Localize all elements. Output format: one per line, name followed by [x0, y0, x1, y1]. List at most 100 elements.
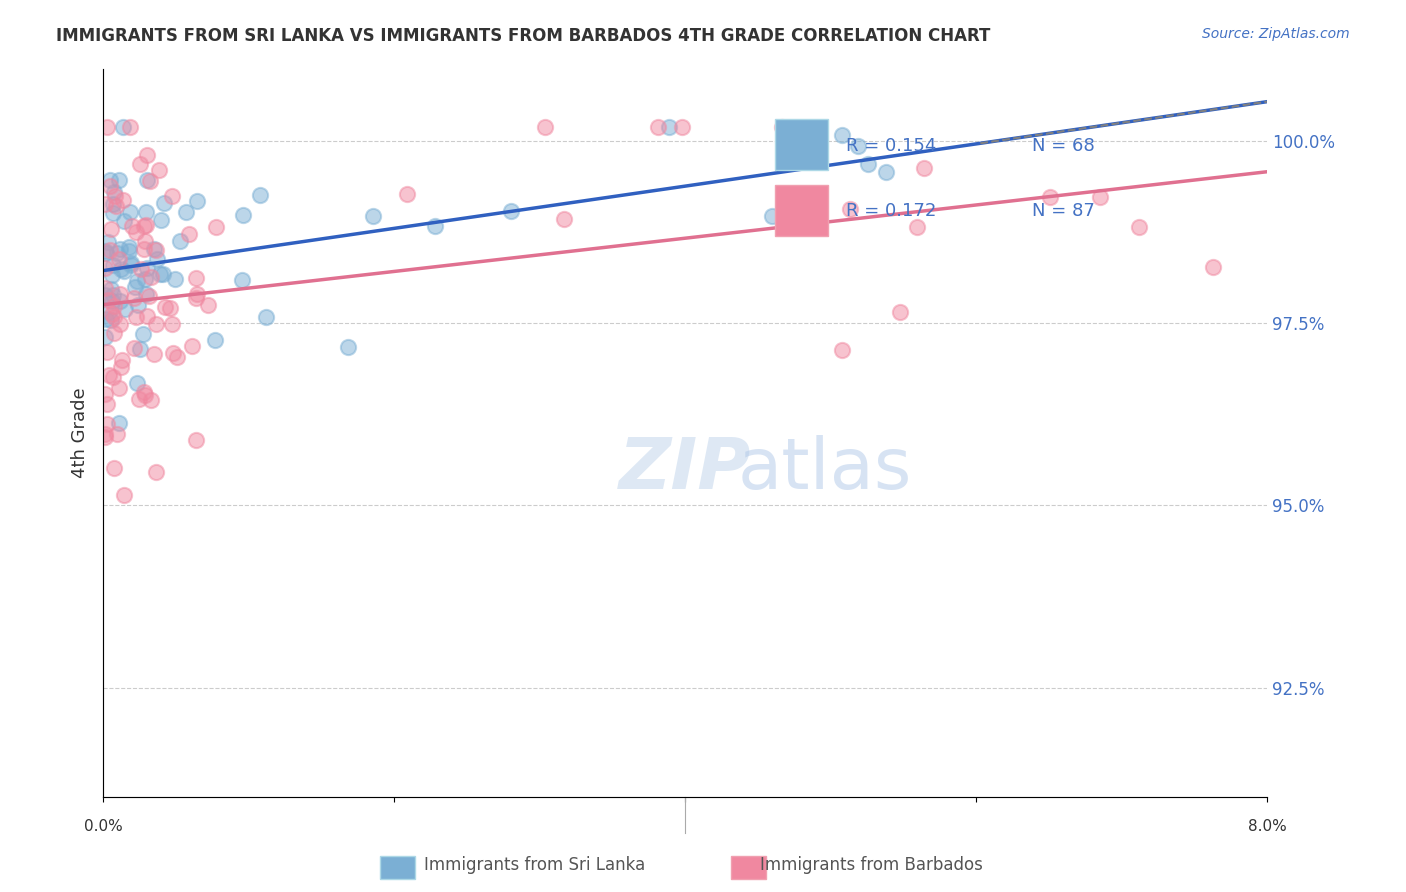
Point: [1202, 260, 1225, 275]
Point: [128, 157, 150, 171]
Point: [134, 234, 156, 248]
Point: [98, 368, 121, 383]
Point: [770, 120, 793, 134]
Text: Immigrants from Sri Lanka: Immigrants from Sri Lanka: [423, 856, 645, 874]
Point: [186, 287, 208, 301]
Point: [671, 120, 693, 134]
Point: [101, 205, 124, 219]
Point: [135, 218, 157, 232]
Point: [101, 294, 124, 309]
Point: [184, 270, 207, 285]
Point: [96, 417, 118, 431]
Point: [875, 165, 897, 179]
Point: [120, 258, 142, 272]
Point: [153, 300, 176, 314]
Point: [112, 193, 135, 207]
Point: [103, 185, 125, 199]
Point: [108, 416, 131, 430]
Point: [93, 329, 115, 343]
Point: [103, 299, 125, 313]
Point: [105, 199, 128, 213]
Point: [125, 376, 148, 390]
Point: [112, 264, 135, 278]
Point: [159, 301, 181, 315]
Point: [131, 327, 153, 342]
Point: [160, 317, 183, 331]
Point: [111, 120, 134, 134]
Point: [149, 268, 172, 282]
Text: Immigrants from Barbados: Immigrants from Barbados: [761, 856, 983, 874]
Point: [118, 240, 141, 254]
Point: [139, 392, 162, 407]
Point: [136, 260, 159, 275]
Point: [761, 209, 783, 223]
Point: [186, 291, 208, 305]
Point: [856, 157, 879, 171]
Point: [118, 244, 141, 258]
Point: [204, 334, 226, 348]
Point: [1128, 219, 1150, 234]
Point: [100, 282, 122, 296]
Point: [831, 343, 853, 357]
Point: [111, 353, 134, 368]
Point: [148, 162, 170, 177]
Point: [121, 256, 143, 270]
Point: [129, 343, 152, 357]
Point: [110, 360, 132, 375]
Point: [100, 307, 122, 321]
Point: [142, 243, 165, 257]
Point: [152, 268, 174, 282]
Point: [135, 204, 157, 219]
Point: [184, 434, 207, 448]
Point: [136, 148, 159, 162]
Point: [112, 487, 135, 501]
Point: [162, 189, 184, 203]
Text: Source: ZipAtlas.com: Source: ZipAtlas.com: [1202, 27, 1350, 41]
Point: [153, 195, 176, 210]
Point: [124, 279, 146, 293]
Point: [96, 397, 118, 411]
Point: [103, 259, 125, 273]
Point: [121, 219, 143, 234]
Point: [122, 291, 145, 305]
Point: [94, 261, 117, 276]
Point: [105, 427, 128, 442]
Point: [114, 301, 136, 316]
Point: [103, 310, 125, 325]
Point: [145, 244, 167, 258]
Point: [103, 326, 125, 340]
Point: [553, 211, 575, 226]
Text: IMMIGRANTS FROM SRI LANKA VS IMMIGRANTS FROM BARBADOS 4TH GRADE CORRELATION CHAR: IMMIGRANTS FROM SRI LANKA VS IMMIGRANTS …: [56, 27, 991, 45]
Point: [232, 208, 254, 222]
Point: [101, 268, 124, 283]
Point: [103, 460, 125, 475]
Point: [912, 161, 935, 176]
Point: [98, 305, 121, 319]
Point: [150, 212, 173, 227]
Point: [905, 219, 928, 234]
Y-axis label: 4th Grade: 4th Grade: [72, 387, 89, 478]
Text: 8.0%: 8.0%: [1247, 819, 1286, 834]
Text: atlas: atlas: [738, 434, 912, 504]
Point: [108, 173, 131, 187]
Point: [197, 298, 219, 312]
Point: [125, 225, 148, 239]
Point: [162, 346, 184, 360]
Point: [98, 243, 121, 257]
Point: [118, 120, 141, 134]
Point: [94, 288, 117, 302]
Point: [134, 272, 156, 286]
Point: [108, 287, 131, 301]
Point: [103, 197, 125, 211]
Point: [831, 128, 853, 142]
Point: [145, 465, 167, 479]
Point: [135, 172, 157, 186]
Point: [93, 281, 115, 295]
Point: [108, 252, 131, 266]
Text: 0.0%: 0.0%: [84, 819, 122, 834]
Point: [135, 286, 157, 301]
Point: [889, 305, 911, 319]
Point: [100, 222, 122, 236]
Point: [96, 345, 118, 359]
Point: [132, 384, 155, 399]
